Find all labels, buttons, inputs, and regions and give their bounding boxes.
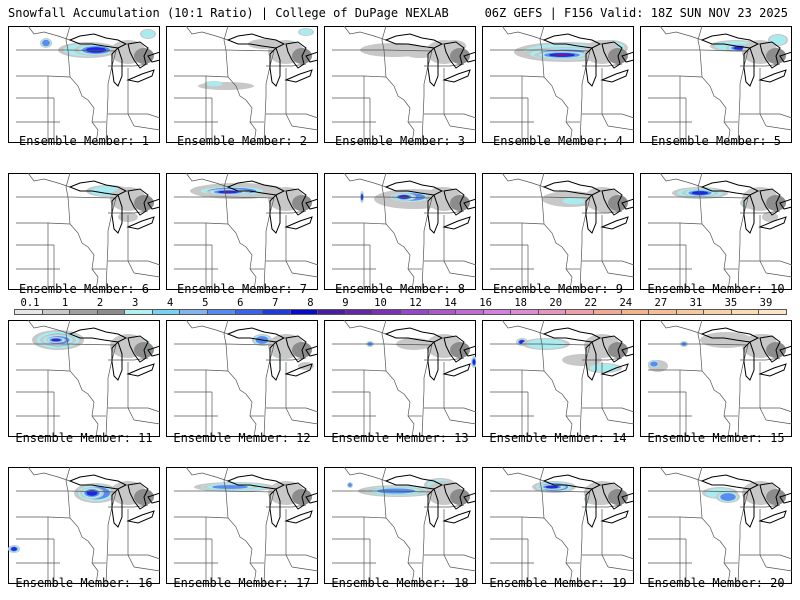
- colorbar-swatch: [730, 309, 760, 315]
- ensemble-member-label-8: Ensemble Member: 8: [334, 282, 466, 296]
- colorbar-swatch: [510, 309, 539, 315]
- ensemble-map-18: [324, 467, 476, 584]
- colorbar-swatch: [317, 309, 346, 315]
- colorbar-swatch: [427, 309, 457, 315]
- colorbar-swatch: [234, 309, 264, 315]
- colorbar-swatch: [344, 309, 374, 315]
- colorbar-swatch: [675, 309, 705, 315]
- colorbar-swatch: [593, 309, 622, 315]
- ensemble-map-2: [166, 26, 318, 143]
- colorbar-tick-label: 8: [307, 297, 314, 309]
- chart-title: Snowfall Accumulation (10:1 Ratio) | Col…: [8, 6, 449, 20]
- colorbar-swatch: [69, 309, 98, 315]
- ensemble-member-label-14: Ensemble Member: 14: [489, 431, 627, 445]
- ensemble-map-1: [8, 26, 160, 143]
- ensemble-map-8: [324, 173, 476, 290]
- ensemble-map-12: [166, 320, 318, 437]
- ensemble-map-5: [640, 26, 792, 143]
- colorbar-tick-label: 35: [724, 297, 738, 309]
- ensemble-member-label-18: Ensemble Member: 18: [331, 576, 469, 590]
- colorbar-tick-label: 0.1: [20, 297, 40, 309]
- ensemble-member-label-6: Ensemble Member: 6: [18, 282, 150, 296]
- colorbar-swatch: [372, 309, 401, 315]
- ensemble-map-9: [482, 173, 634, 290]
- colorbar-tick-label: 7: [272, 297, 279, 309]
- colorbar-tick-label: 31: [689, 297, 703, 309]
- colorbar-swatch: [620, 309, 650, 315]
- ensemble-map-19: [482, 467, 634, 584]
- colorbar-swatch: [151, 309, 181, 315]
- ensemble-member-label-5: Ensemble Member: 5: [650, 134, 782, 148]
- ensemble-map-17: [166, 467, 318, 584]
- colorbar-tick-label: 39: [759, 297, 773, 309]
- ensemble-map-14: [482, 320, 634, 437]
- ensemble-member-label-10: Ensemble Member: 10: [647, 282, 785, 296]
- ensemble-member-label-20: Ensemble Member: 20: [647, 576, 785, 590]
- colorbar-swatch: [482, 309, 512, 315]
- colorbar-tick-label: 24: [619, 297, 633, 309]
- colorbar-tick-label: 1: [61, 297, 69, 309]
- ensemble-member-label-9: Ensemble Member: 9: [492, 282, 624, 296]
- ensemble-map-10: [640, 173, 792, 290]
- ensemble-member-label-7: Ensemble Member: 7: [176, 282, 308, 296]
- colorbar-swatch: [758, 309, 787, 315]
- colorbar-tick-label: 20: [549, 297, 563, 309]
- ensemble-member-label-16: Ensemble Member: 16: [15, 576, 153, 590]
- colorbar-tick-label: 16: [479, 297, 492, 309]
- colorbar-tick-label: 18: [514, 297, 527, 309]
- colorbar-swatch: [565, 309, 594, 315]
- ensemble-map-15: [640, 320, 792, 437]
- colorbar-swatch: [41, 309, 71, 315]
- ensemble-map-7: [166, 173, 318, 290]
- colorbar-swatch: [648, 309, 677, 315]
- colorbar-swatch: [262, 309, 291, 315]
- colorbar-tick-label: 9: [342, 297, 349, 309]
- colorbar-swatch: [400, 309, 429, 315]
- colorbar-tick-label: 5: [202, 297, 209, 309]
- colorbar-tick-label: 6: [237, 297, 244, 309]
- colorbar-swatch: [124, 309, 153, 315]
- ensemble-member-label-4: Ensemble Member: 4: [492, 134, 624, 148]
- ensemble-member-label-3: Ensemble Member: 3: [334, 134, 466, 148]
- colorbar-swatch: [96, 309, 126, 315]
- run-info: 06Z GEFS | F156 Valid: 18Z SUN NOV 23 20…: [484, 6, 788, 20]
- colorbar-swatch: [455, 309, 484, 315]
- colorbar-swatch: [207, 309, 236, 315]
- colorbar-tick-label: 14: [444, 297, 457, 309]
- ensemble-map-11: [8, 320, 160, 437]
- snowfall-colorbar-legend: 0.1 1 2 3 4 5 6 7 8 9 10 12 14 16 18 20 22 24 27 31 35 39: [14, 297, 787, 317]
- ensemble-map-3: [324, 26, 476, 143]
- colorbar-tick-label: 10: [374, 297, 387, 309]
- ensemble-map-4: [482, 26, 634, 143]
- ensemble-map-13: [324, 320, 476, 437]
- colorbar-swatch: [537, 309, 567, 315]
- colorbar-swatch: [289, 309, 319, 315]
- colorbar-tick-label: 27: [654, 297, 668, 309]
- ensemble-member-label-11: Ensemble Member: 11: [15, 431, 153, 445]
- ensemble-member-label-2: Ensemble Member: 2: [176, 134, 308, 148]
- colorbar-tick-label: 3: [131, 297, 139, 309]
- ensemble-member-label-19: Ensemble Member: 19: [489, 576, 627, 590]
- ensemble-member-label-17: Ensemble Member: 17: [173, 576, 311, 590]
- ensemble-map-20: [640, 467, 792, 584]
- ensemble-map-16: [8, 467, 160, 584]
- colorbar-swatch: [179, 309, 208, 315]
- ensemble-member-label-13: Ensemble Member: 13: [331, 431, 469, 445]
- ensemble-member-label-1: Ensemble Member: 1: [18, 134, 150, 148]
- colorbar-tick-label: 2: [96, 297, 104, 309]
- colorbar-tick-label: 12: [409, 297, 422, 309]
- ensemble-member-label-15: Ensemble Member: 15: [647, 431, 785, 445]
- colorbar-swatch: [14, 309, 43, 315]
- ensemble-map-6: [8, 173, 160, 290]
- colorbar-tick-label: 4: [167, 297, 174, 309]
- colorbar-swatch: [703, 309, 732, 315]
- ensemble-member-label-12: Ensemble Member: 12: [173, 431, 311, 445]
- colorbar-tick-label: 22: [584, 297, 598, 309]
